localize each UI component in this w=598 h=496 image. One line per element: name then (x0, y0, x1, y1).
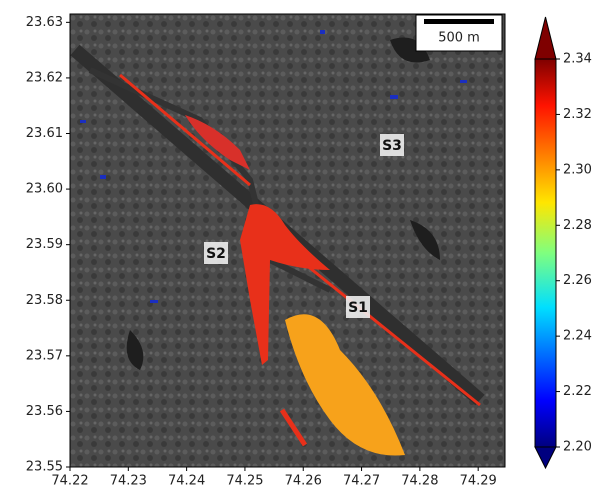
x-tick-label: 74.27 (343, 474, 380, 489)
colorbar-tick-label: 2.28 (563, 218, 592, 233)
colorbar-tick-label: 2.20 (563, 440, 592, 455)
colorbar-tick-label: 2.22 (563, 384, 592, 399)
y-tick-label: 23.63 (26, 15, 63, 30)
y-tick-label: 23.56 (26, 404, 63, 419)
colorbar-tick-label: 2.24 (563, 329, 592, 344)
y-tick-label: 23.55 (26, 460, 63, 475)
colorbar-tick-label: 2.26 (563, 273, 592, 288)
y-tick-label: 23.60 (26, 182, 63, 197)
map-image (70, 14, 505, 467)
colorbar-extend-max (535, 17, 556, 59)
scale-bar-label: 500 m (438, 31, 480, 46)
x-tick-label: 74.22 (51, 474, 88, 489)
x-tick-label: 74.29 (460, 474, 497, 489)
y-tick-label: 23.61 (26, 126, 63, 141)
colorbar-tick-label: 2.34 (563, 52, 592, 67)
x-tick-label: 74.25 (226, 474, 263, 489)
site-label: S1 (348, 300, 368, 316)
y-tick-label: 23.62 (26, 70, 63, 85)
x-tick-label: 74.28 (401, 474, 438, 489)
y-tick-label: 23.58 (26, 293, 63, 308)
site-label: S2 (206, 246, 226, 262)
colorbar-extend-min (535, 447, 556, 468)
site-label: S3 (382, 138, 402, 154)
y-tick-label: 23.59 (26, 237, 63, 252)
scale-bar (424, 19, 494, 24)
colorbar-tick-label: 2.30 (563, 162, 592, 177)
x-tick-label: 74.23 (110, 474, 147, 489)
map-figure: 500 m S1 S2 S3 74.22 74.23 74.24 74.25 74.26 74… (0, 0, 598, 492)
colorbar (535, 59, 556, 447)
x-tick-label: 74.24 (168, 474, 205, 489)
y-tick-label: 23.57 (26, 348, 63, 363)
colorbar-tick-label: 2.32 (563, 107, 592, 122)
x-tick-label: 74.26 (285, 474, 322, 489)
